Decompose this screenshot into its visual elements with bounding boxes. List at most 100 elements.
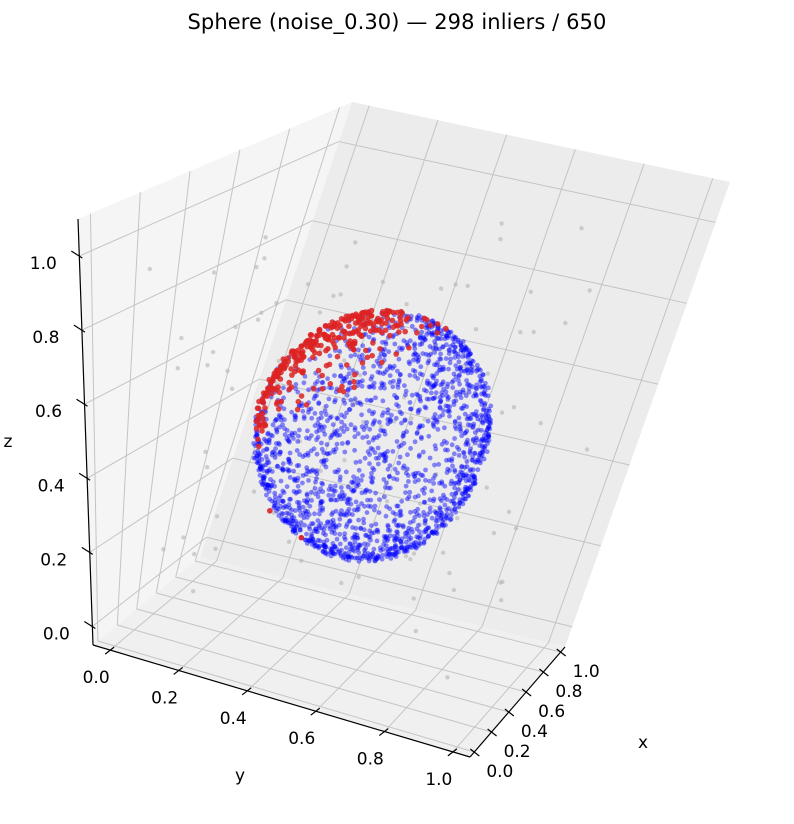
sphere-point [400,345,405,351]
sphere-point [466,477,472,483]
gridline [89,457,234,553]
sphere-point [488,417,493,423]
sphere-point [385,421,391,427]
sphere-point [352,555,358,561]
sphere-point [351,507,357,513]
sphere-point [447,413,452,419]
sphere-point [418,364,424,370]
background-point [587,288,592,293]
z-tick-mark [70,250,83,259]
sphere-point [272,494,278,500]
sphere-point [273,446,278,451]
sphere-point [446,333,452,339]
sphere-point [396,549,401,555]
sphere-point [364,420,369,425]
sphere-point [352,531,358,537]
sphere-point [280,511,286,517]
sphere-point [289,430,295,436]
background-point [380,279,386,285]
sphere-point [320,499,325,505]
sphere-point [445,335,450,341]
highlighted-point [336,334,342,341]
sphere-point [255,460,261,466]
highlighted-point [260,399,267,406]
sphere-point [461,473,467,478]
sphere-point [307,503,313,509]
highlighted-point [323,362,330,369]
sphere-point [338,496,344,502]
sphere-point [370,551,376,557]
sphere-point [370,554,376,560]
sphere-point [315,379,320,384]
sphere-point [437,356,443,361]
gridline [415,149,576,611]
sphere-point [447,409,452,414]
sphere-point [375,445,381,451]
background-point [417,501,423,506]
sphere-point [469,474,475,480]
sphere-point [286,456,291,462]
sphere-point [393,549,399,554]
sphere-point [444,497,450,502]
sphere-point [439,522,445,528]
sphere-point [447,404,453,410]
y-axis-label: y [235,766,245,786]
sphere-point [368,398,373,404]
sphere-point [468,351,473,357]
y-tick-mark [310,707,321,716]
sphere-point [453,398,459,404]
sphere-point [376,455,382,461]
sphere-point [437,399,443,405]
sphere-point [369,530,375,536]
sphere-point [375,529,381,535]
sphere-point [306,387,311,393]
sphere-point [392,538,398,544]
sphere-point [333,524,339,530]
background-point [311,468,316,473]
sphere-point [427,505,433,511]
sphere-point [478,417,484,423]
sphere-point [347,518,353,524]
highlighted-point [334,353,341,360]
highlighted-point [298,534,305,541]
sphere-point [295,389,301,395]
sphere-point [264,482,270,488]
sphere-point [311,528,317,534]
sphere-point [423,529,429,535]
sphere-point [424,396,430,402]
sphere-point [332,373,337,378]
sphere-point [314,476,319,481]
sphere-point [308,406,314,412]
sphere-point [368,445,374,451]
sphere-point [379,556,385,562]
sphere-point [423,337,428,343]
sphere-point [472,477,478,483]
sphere-point [477,443,482,448]
sphere-point [446,366,451,372]
sphere-point [398,538,403,544]
gridline [312,220,688,304]
sphere-point [361,520,367,526]
sphere-point [306,436,312,441]
sphere-point [445,408,451,414]
sphere-point [453,426,459,432]
sphere-point [445,515,450,521]
sphere-point [414,430,420,435]
highlighted-point [285,355,291,361]
sphere-point [403,490,408,495]
sphere-point [415,357,421,363]
sphere-point [376,510,382,515]
sphere-point [427,344,433,349]
sphere-point [431,415,437,421]
x-tick-label: 0.4 [521,722,548,742]
background-point [349,375,354,381]
sphere-point [460,354,465,359]
sphere-point [441,517,447,522]
gridline [84,299,287,405]
highlighted-point [353,313,360,320]
highlighted-point [319,372,326,379]
highlighted-point [364,310,371,317]
sphere-point [327,415,333,421]
sphere-point [410,357,416,363]
sphere-point [435,518,440,524]
